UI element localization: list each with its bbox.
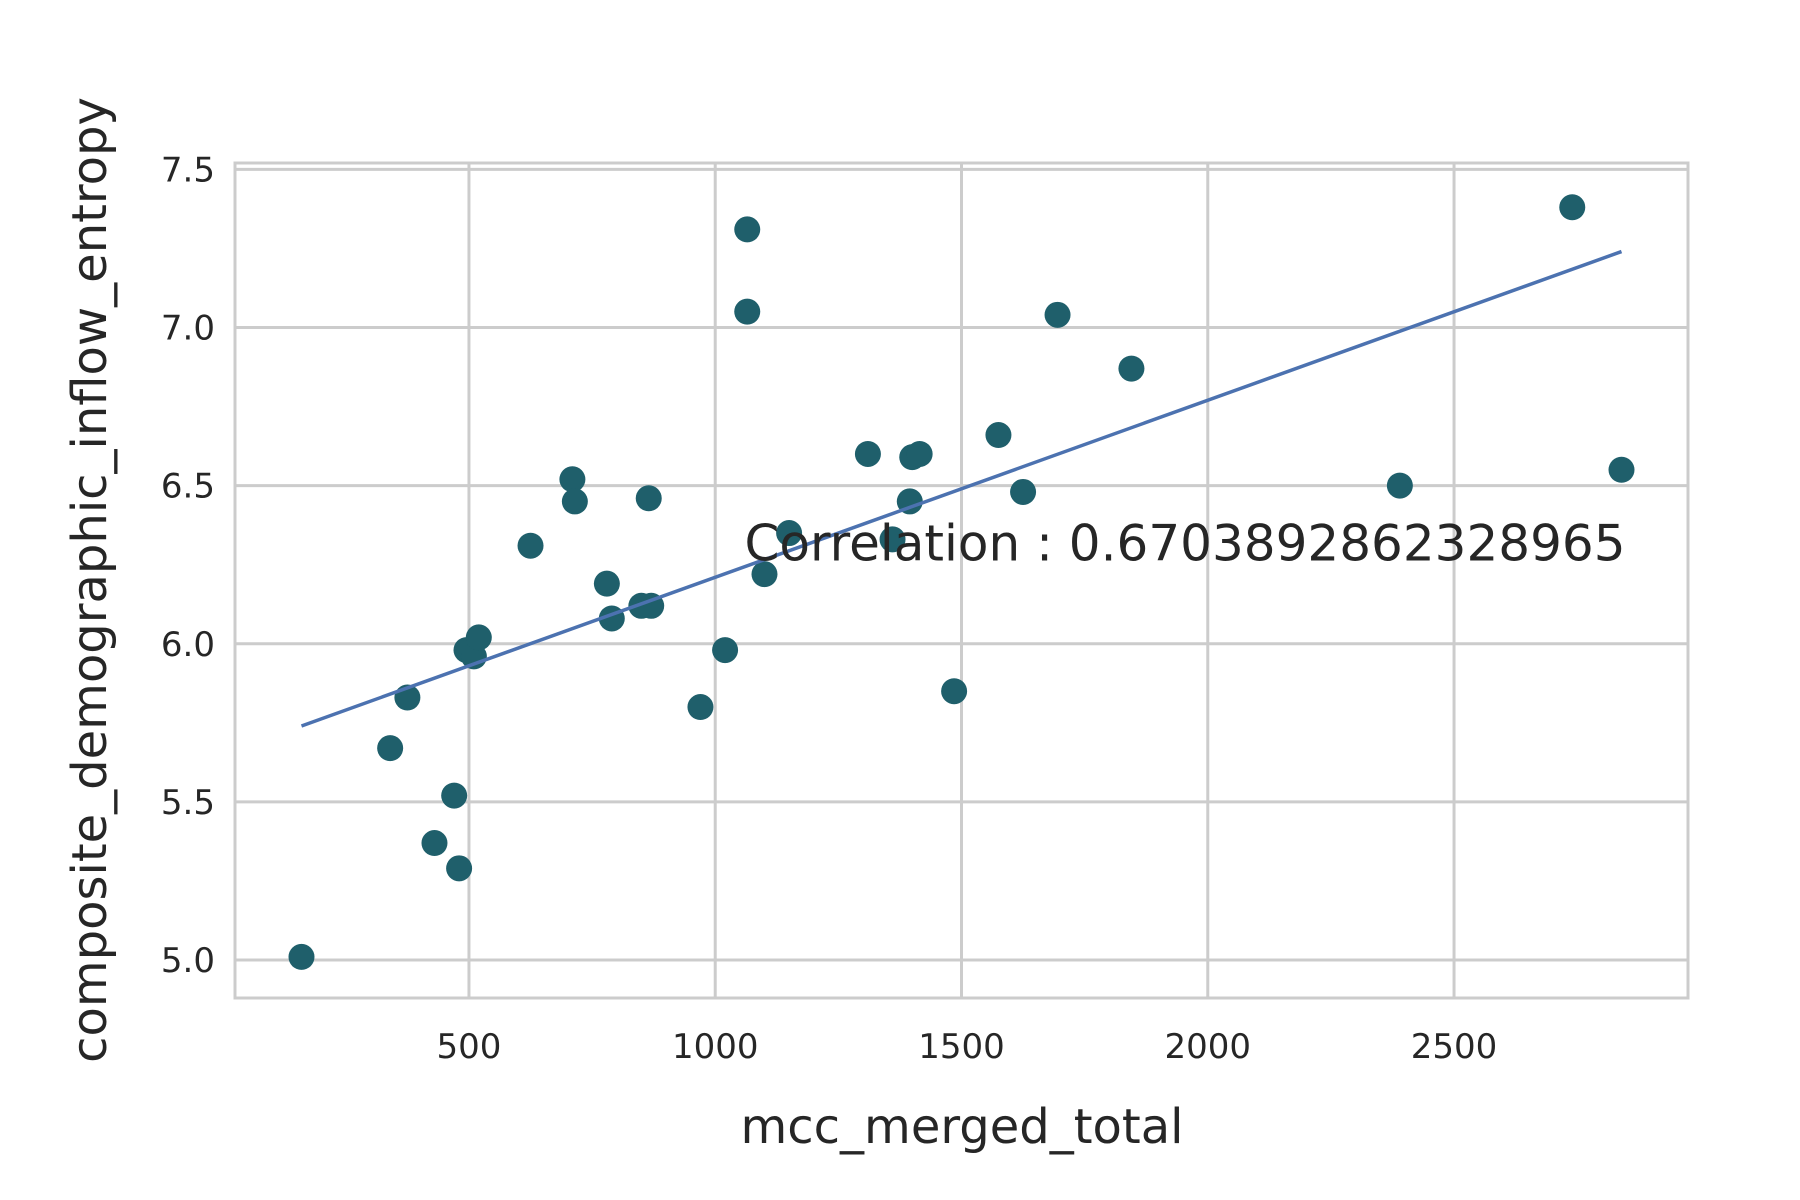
y-tick-label: 6.0 — [161, 625, 215, 665]
data-point — [377, 735, 404, 762]
data-point — [687, 694, 714, 721]
correlation-annotation: Correlation : 0.6703892862328965 — [744, 515, 1625, 573]
x-tick-label: 1000 — [672, 1027, 759, 1067]
y-tick-label: 6.5 — [161, 467, 215, 507]
x-tick-labels: 500 1000 1500 2000 2500 — [437, 1027, 1498, 1067]
regression-line — [300, 249, 1623, 728]
data-point — [288, 943, 315, 970]
x-tick-label: 500 — [437, 1027, 502, 1067]
data-point — [559, 466, 586, 493]
data-point — [712, 637, 739, 664]
data-point — [1010, 478, 1037, 505]
x-tick-label: 2000 — [1165, 1027, 1252, 1067]
y-tick-labels: 5.0 5.5 6.0 6.5 7.0 7.5 — [161, 150, 215, 981]
x-tick-label: 2500 — [1411, 1027, 1498, 1067]
data-point — [517, 532, 544, 559]
data-point — [593, 570, 620, 597]
data-point — [1608, 456, 1635, 483]
data-point — [635, 485, 662, 512]
data-point — [446, 855, 473, 882]
data-point — [751, 561, 778, 588]
data-point — [421, 830, 448, 857]
data-point — [1559, 194, 1586, 221]
data-point — [776, 520, 803, 547]
data-point — [1118, 355, 1145, 382]
x-tick-label: 1500 — [918, 1027, 1005, 1067]
data-point — [1386, 472, 1413, 499]
data-point — [1044, 301, 1071, 328]
y-tick-label: 5.0 — [161, 941, 215, 981]
data-point — [734, 216, 761, 243]
data-point — [879, 526, 906, 553]
data-point — [734, 298, 761, 325]
y-tick-label: 7.5 — [161, 150, 215, 190]
data-point — [985, 422, 1012, 449]
grid-lines — [235, 163, 1688, 998]
y-axis-label: composite_demographic_inflow_entropy — [62, 97, 118, 1063]
data-point — [906, 440, 933, 467]
data-point — [441, 782, 468, 809]
data-point — [561, 488, 588, 515]
data-point — [465, 624, 492, 651]
data-point — [941, 678, 968, 705]
y-tick-label: 5.5 — [161, 783, 215, 823]
data-point — [854, 440, 881, 467]
x-axis-label: mcc_merged_total — [741, 1099, 1184, 1155]
y-tick-label: 7.0 — [161, 308, 215, 348]
